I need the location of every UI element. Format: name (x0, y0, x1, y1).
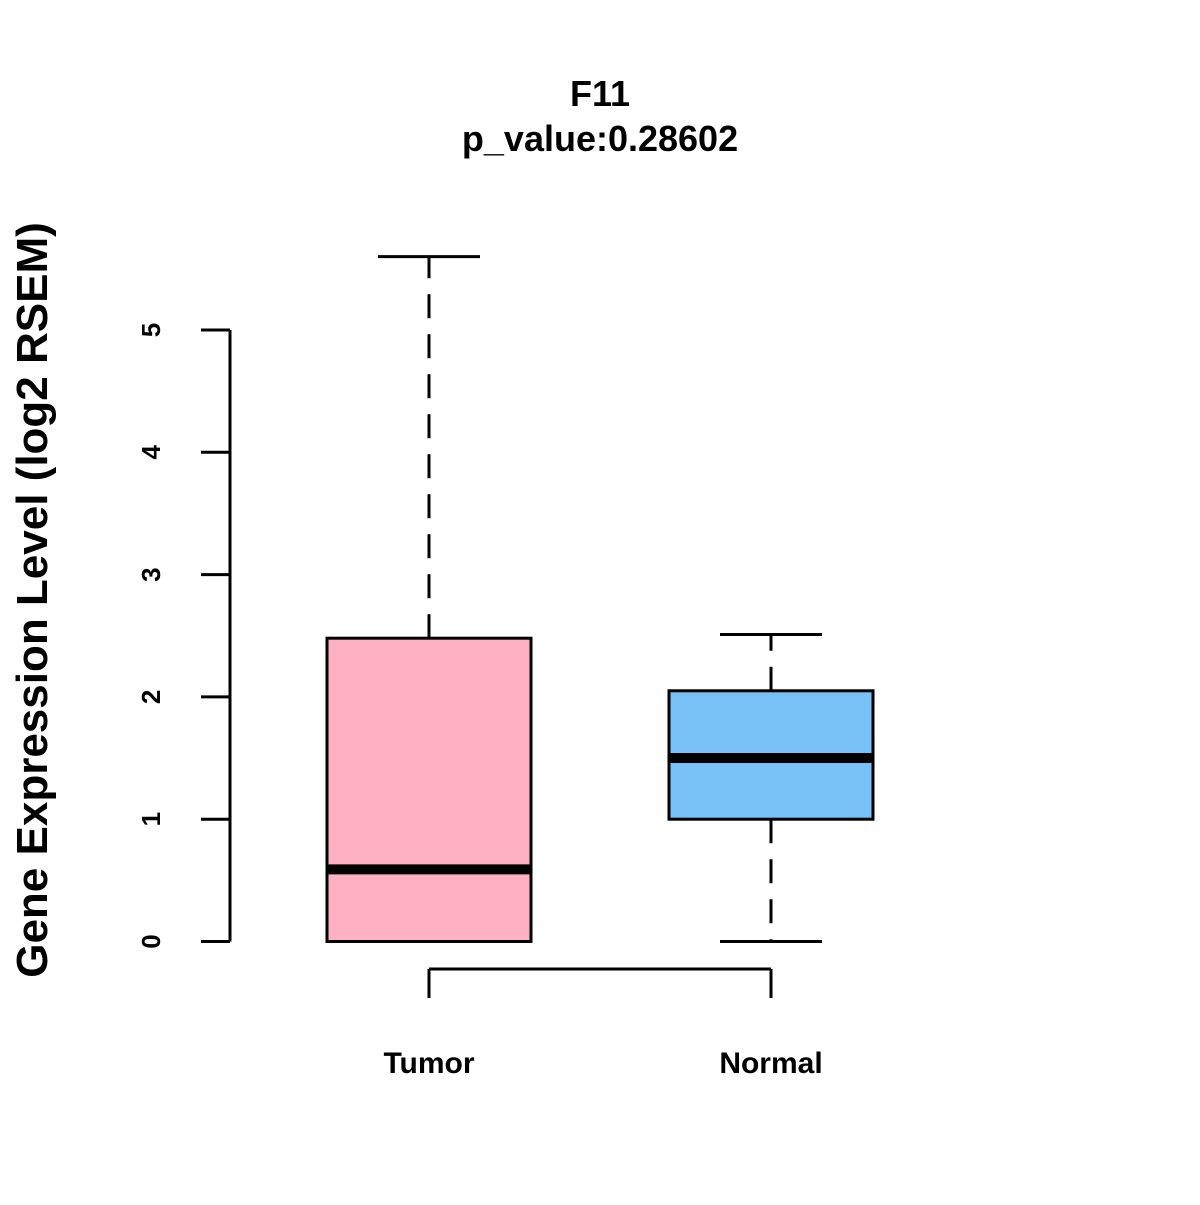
y-tick-label: 4 (136, 445, 166, 460)
category-label-tumor: Tumor (383, 1047, 474, 1080)
category-labels: Tumor Normal (383, 1047, 822, 1080)
y-axis-label: Gene Expression Level (log2 RSEM) (8, 222, 57, 978)
boxes (325, 255, 875, 943)
chart-title: F11 (570, 73, 630, 114)
category-axis (427, 967, 773, 998)
y-tick-label: 0 (136, 934, 166, 948)
box-body (325, 636, 533, 943)
y-tick-label: 2 (136, 690, 166, 704)
y-tick-label: 3 (136, 567, 166, 581)
y-tick-label: 1 (136, 812, 166, 826)
y-tick-label: 5 (136, 323, 166, 337)
category-label-normal: Normal (719, 1047, 822, 1080)
y-axis: 0 1 2 3 4 5 (136, 323, 232, 949)
box-tumor (325, 255, 533, 943)
box-normal (667, 633, 875, 943)
chart-subtitle: p_value:0.28602 (462, 118, 738, 159)
